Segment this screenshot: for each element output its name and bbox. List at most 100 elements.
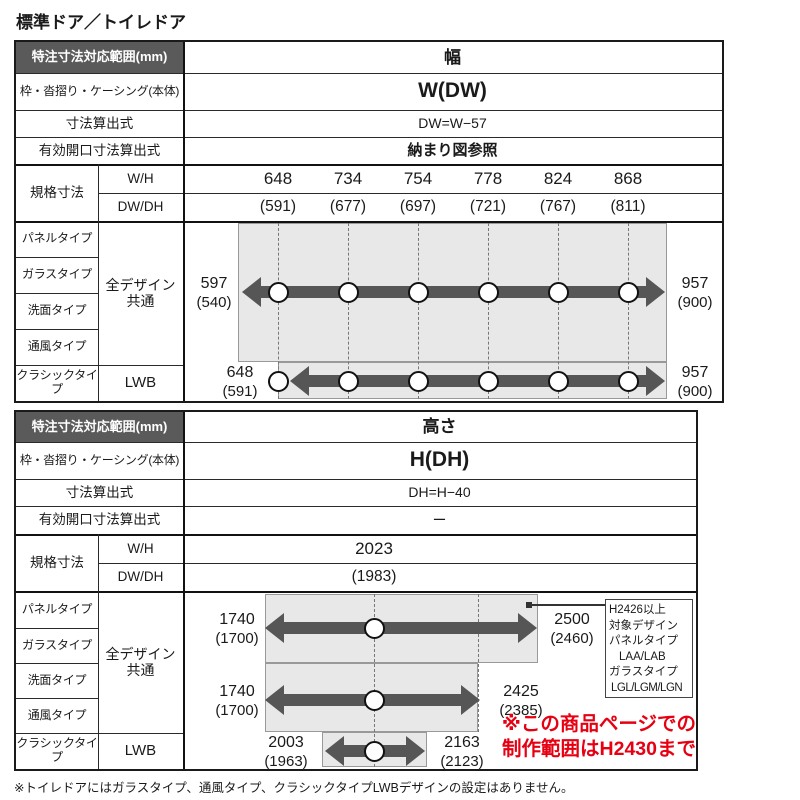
type-label-vent: 通風タイプ <box>27 707 87 722</box>
frame-value: W(DW) <box>418 79 487 103</box>
grid-line <box>16 733 183 734</box>
footnote: ※トイレドアにはガラスタイプ、通風タイプ、クラシックタイプLWBデザインの設定は… <box>14 781 574 795</box>
opening-formula-value: 納まり図参照 <box>407 141 498 159</box>
grid-line <box>98 563 696 564</box>
dwdh-size: (697) <box>399 198 437 216</box>
size-marker <box>338 371 359 392</box>
frame-label: 枠・沓摺り・ケーシング(本体) <box>19 83 180 98</box>
grid-line-thick <box>16 221 722 223</box>
dwdh-size: (721) <box>469 198 507 216</box>
wh-size: 824 <box>543 168 573 188</box>
grid-line-thick <box>16 164 722 166</box>
type-label-panel: パネルタイプ <box>21 231 93 246</box>
type-label-washroom: 洗面タイプ <box>27 303 87 318</box>
grid-line <box>16 293 98 294</box>
frame-label: 枠・沓摺り・ケーシング(本体) <box>19 452 180 467</box>
frame-value: H(DH) <box>409 448 470 472</box>
wh-label: W/H <box>127 170 154 186</box>
dwdh-size: (1983) <box>351 568 397 586</box>
lwb-cell: LWB <box>124 374 157 392</box>
dwdh-size: (677) <box>329 198 367 216</box>
range-header-cell: 特注寸法対応範囲(mm) <box>16 42 183 73</box>
arrowhead-left <box>325 736 344 766</box>
arrowhead-right <box>646 277 665 307</box>
range-arrow-common <box>242 277 665 307</box>
arrowhead-left <box>265 685 284 715</box>
grid-line <box>16 698 98 699</box>
size-marker <box>338 282 359 303</box>
size-marker <box>268 282 289 303</box>
grid-line <box>16 365 183 366</box>
size-guide-line <box>478 594 479 732</box>
size-marker <box>364 690 385 711</box>
arrowhead-right <box>461 685 480 715</box>
grid-line <box>16 479 696 480</box>
opening-formula-label: 有効開口寸法算出式 <box>38 512 161 528</box>
type-label-classic: クラシックタイプ <box>16 736 98 764</box>
size-marker <box>408 282 429 303</box>
standard-size-label: 規格寸法 <box>30 554 84 570</box>
grid-line <box>16 329 98 330</box>
dwdh-size: (811) <box>610 198 646 216</box>
formula-value: DW=W−57 <box>418 115 487 132</box>
dwdh-label: DW/DH <box>117 199 164 215</box>
callout-dot <box>526 602 532 608</box>
range-min-label: 1740 (1700) <box>215 683 259 719</box>
formula-label: 寸法算出式 <box>65 484 134 500</box>
range-max-label: 2425 (2385) <box>499 683 543 719</box>
size-guide-line <box>348 223 349 399</box>
grid-line <box>16 137 722 138</box>
range-max-label: 957 (900) <box>677 275 713 311</box>
size-marker <box>618 371 639 392</box>
grid-line <box>16 257 98 258</box>
range-min-label: 1740 (1700) <box>215 611 259 647</box>
width-spec-table: 特注寸法対応範囲(mm) 幅 枠・沓摺り・ケーシング(本体) W(DW) 寸法算… <box>14 40 724 403</box>
wh-size: 868 <box>613 168 643 188</box>
size-marker <box>364 741 385 762</box>
arrowhead-right <box>406 736 425 766</box>
grid-line-thick <box>16 591 696 593</box>
grid-line <box>98 534 99 769</box>
size-marker <box>548 371 569 392</box>
size-marker <box>408 371 429 392</box>
size-guide-line <box>418 223 419 399</box>
callout-line <box>531 604 605 606</box>
size-guide-line <box>278 223 279 399</box>
wh-size: 648 <box>263 168 293 188</box>
arrow-bar <box>257 286 650 298</box>
design-note-box: H2426以上 対象デザイン パネルタイプ LAA/LAB ガラスタイプ LGL… <box>605 599 693 698</box>
grid-line <box>16 442 696 443</box>
lwb-cell: LWB <box>124 742 157 760</box>
formula-value: DH=H−40 <box>408 484 471 501</box>
type-label-glass: ガラスタイプ <box>22 637 92 652</box>
range-arrow-lwb <box>325 736 425 766</box>
grid-line <box>98 193 722 194</box>
arrowhead-left <box>242 277 261 307</box>
grid-line <box>16 73 722 74</box>
size-marker <box>268 371 289 392</box>
all-designs-cell: 全デザイン共通 <box>105 645 176 678</box>
wh-size: 2023 <box>355 538 393 558</box>
dwdh-size: (591) <box>259 198 297 216</box>
opening-formula-label: 有効開口寸法算出式 <box>38 142 161 158</box>
page-title: 標準ドア／トイレドア <box>16 13 186 32</box>
arrowhead-right <box>646 366 665 396</box>
grid-line-thick <box>183 412 185 769</box>
arrowhead-left <box>290 366 309 396</box>
range-max-label: 2163 (2123) <box>440 734 484 770</box>
type-label-classic: クラシックタイプ <box>16 368 98 396</box>
dwdh-size: (767) <box>539 198 577 216</box>
grid-line <box>98 164 99 401</box>
opening-formula-value: ー <box>432 511 447 528</box>
size-marker <box>478 282 499 303</box>
wh-size: 734 <box>333 168 363 188</box>
range-max-label: 2500 (2460) <box>550 611 594 647</box>
range-min-label: 597 (540) <box>196 275 232 311</box>
size-marker <box>478 371 499 392</box>
grid-line-thick <box>16 534 696 536</box>
wh-size: 754 <box>403 168 433 188</box>
standard-size-label: 規格寸法 <box>30 184 84 200</box>
size-marker <box>364 618 385 639</box>
grid-line <box>16 628 98 629</box>
